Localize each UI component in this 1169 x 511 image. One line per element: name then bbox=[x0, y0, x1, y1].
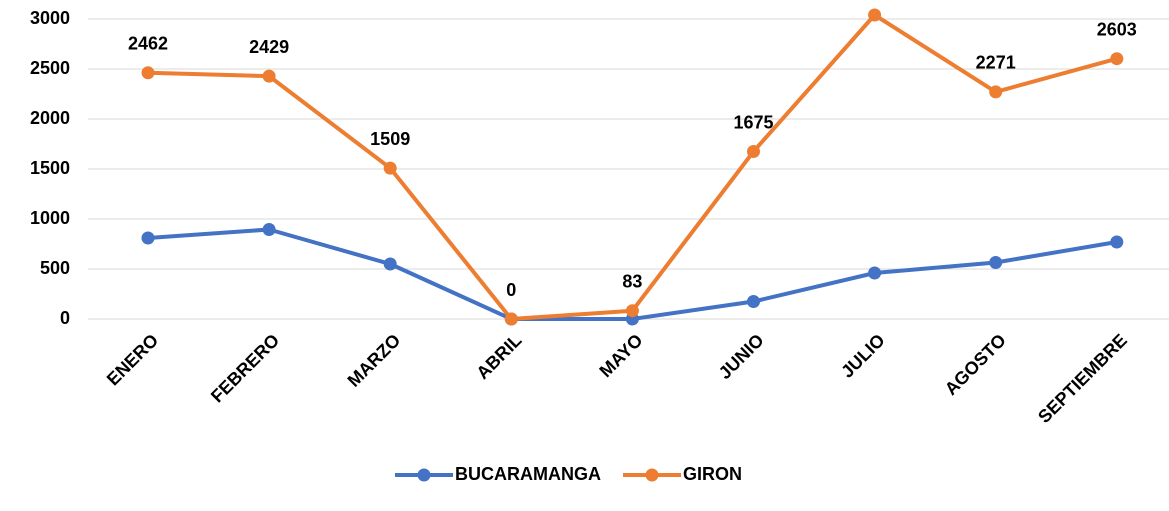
data-label: 2603 bbox=[1097, 19, 1137, 39]
legend-marker bbox=[645, 468, 659, 482]
data-label: 0 bbox=[506, 280, 516, 300]
point bbox=[625, 304, 639, 318]
x-tick-label: AGOSTO bbox=[941, 330, 1010, 399]
x-tick-label: MAYO bbox=[595, 330, 646, 381]
point bbox=[1110, 235, 1124, 249]
y-tick-label: 2000 bbox=[30, 108, 70, 128]
y-tick-label: 1000 bbox=[30, 208, 70, 228]
data-label: 83 bbox=[622, 271, 642, 291]
y-tick-label: 500 bbox=[40, 258, 70, 278]
data-label: 1675 bbox=[733, 112, 773, 132]
y-tick-label: 1500 bbox=[30, 158, 70, 178]
point bbox=[868, 8, 882, 22]
point bbox=[262, 69, 276, 83]
legend-label: BUCARAMANGA bbox=[455, 464, 601, 484]
point bbox=[262, 223, 276, 236]
point bbox=[141, 231, 155, 245]
point bbox=[383, 257, 397, 271]
x-tick-label: ABRIL bbox=[472, 330, 525, 383]
point bbox=[747, 145, 760, 158]
data-label: 2462 bbox=[128, 34, 168, 54]
y-tick-label: 3000 bbox=[30, 8, 70, 28]
point bbox=[868, 266, 882, 280]
point bbox=[141, 66, 155, 80]
data-label: 2429 bbox=[249, 37, 289, 57]
point bbox=[1110, 52, 1124, 66]
x-tick-label: MARZO bbox=[344, 330, 405, 391]
data-label: 1509 bbox=[370, 129, 410, 149]
x-tick-label: JULIO bbox=[837, 330, 889, 382]
legend-label: GIRON bbox=[683, 464, 742, 484]
y-tick-label: 0 bbox=[60, 308, 70, 328]
point bbox=[989, 85, 1003, 99]
y-tick-label: 2500 bbox=[30, 58, 70, 78]
x-tick-label: SEPTIEMBRE bbox=[1034, 330, 1131, 427]
legend-marker bbox=[417, 468, 431, 482]
point bbox=[504, 312, 518, 326]
point bbox=[747, 295, 760, 308]
x-tick-label: FEBRERO bbox=[207, 330, 283, 406]
point bbox=[989, 256, 1003, 269]
data-label: 2271 bbox=[976, 53, 1016, 73]
x-tick-label: JUNIO bbox=[715, 330, 768, 383]
point bbox=[383, 161, 397, 175]
plot bbox=[141, 8, 1124, 326]
x-tick-label: ENERO bbox=[103, 330, 162, 389]
